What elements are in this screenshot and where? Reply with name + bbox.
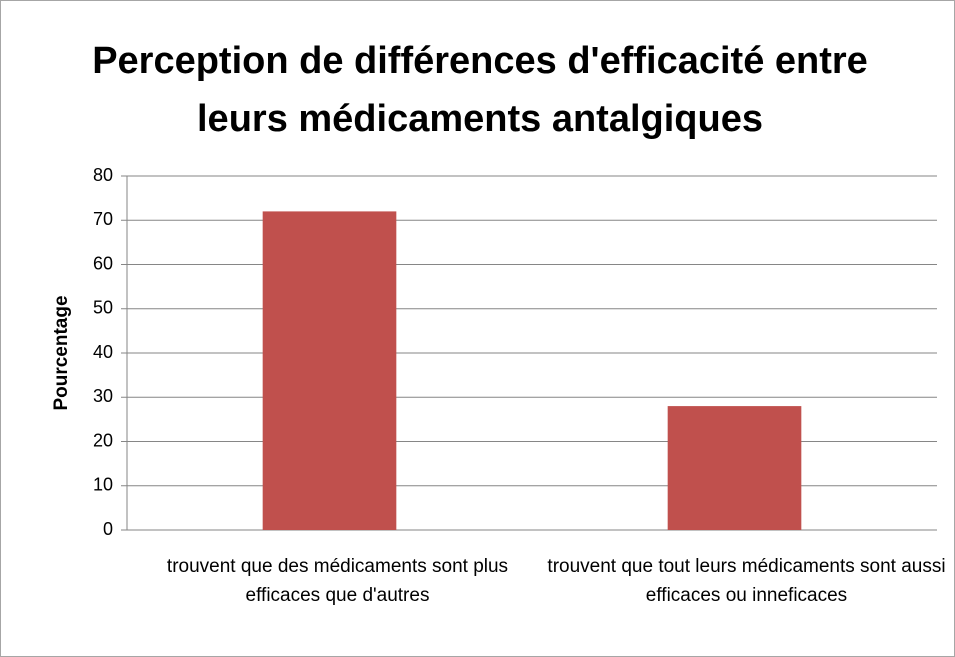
x-tick-label: trouvent que des médicaments sont plus e… — [166, 556, 509, 606]
y-tick-label: 40 — [93, 342, 113, 362]
x-tick-label: trouvent que tout leurs médicaments sont… — [547, 556, 946, 606]
bar — [667, 406, 802, 530]
chart-title: Perception de différences d'efficacité e… — [92, 40, 868, 140]
y-axis-label: Pourcentage — [51, 295, 72, 410]
y-tick-label: 0 — [103, 519, 113, 539]
y-tick-label: 70 — [93, 209, 113, 229]
y-tick-label: 10 — [93, 475, 113, 495]
y-tick-label: 50 — [93, 298, 113, 318]
y-tick-label: 30 — [93, 386, 113, 406]
bar — [262, 211, 397, 530]
y-tick-label: 60 — [93, 253, 113, 273]
y-tick-label: 20 — [93, 430, 113, 450]
y-tick-label: 80 — [93, 165, 113, 185]
